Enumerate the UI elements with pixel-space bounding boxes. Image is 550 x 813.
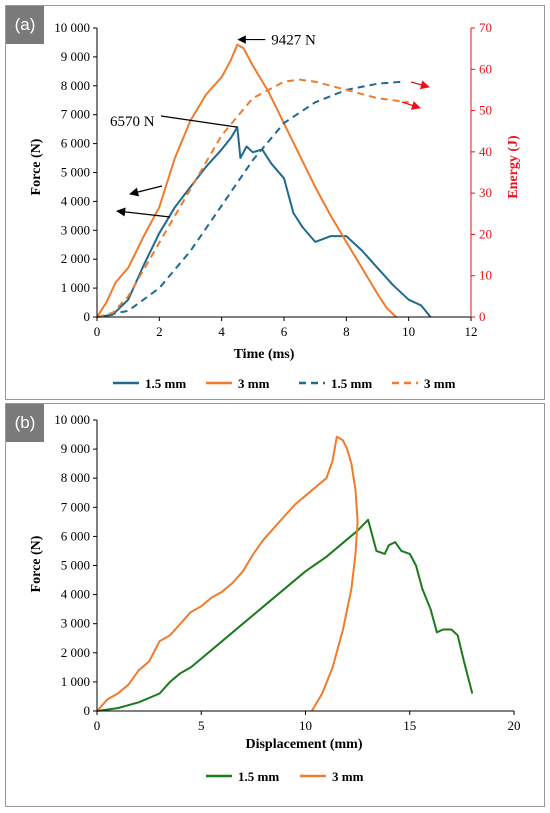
y-tick-label: 4 000	[61, 193, 90, 208]
legend-entry: 1.5 mm	[145, 376, 186, 391]
y-tick-label: 9 000	[61, 441, 90, 456]
x-tick-label: 5	[198, 718, 205, 733]
y-tick-label: 5 000	[61, 558, 90, 573]
y-tick-label: 2 000	[61, 645, 90, 660]
y-tick-label: 3 000	[61, 616, 90, 631]
y-axis-label: Force (N)	[29, 138, 44, 195]
y2-tick-label: 40	[479, 144, 492, 159]
panel-label-b: (b)	[6, 404, 44, 442]
x-tick-label: 12	[465, 324, 478, 339]
y2-tick-label: 10	[479, 268, 492, 283]
y-tick-label: 10 000	[54, 412, 90, 427]
y2-axis-label: Energy (J)	[506, 135, 521, 199]
y-tick-label: 9 000	[61, 49, 90, 64]
y2-tick-label: 70	[479, 20, 492, 35]
y-tick-label: 1 000	[61, 674, 90, 689]
y-tick-label: 0	[84, 309, 91, 324]
series-line-energy-dashed-3	[96, 78, 409, 318]
y2-tick-label: 50	[479, 103, 492, 118]
y-tick-label: 0	[84, 703, 91, 718]
series-line-force-solid-1	[96, 43, 397, 318]
axis-indicator-arrow-left-2	[116, 207, 171, 218]
series-line-force-solid-0	[96, 518, 474, 712]
x-tick-label: 10	[402, 324, 415, 339]
y-tick-label: 7 000	[61, 107, 90, 122]
y-tick-label: 8 000	[61, 470, 90, 485]
chart-panel-a: 0 2 4 6 8 10 12 0 1 000 2 000 3 000 4 000 5 000 6 000…	[5, 5, 545, 400]
annotation-peak-3mm: 9427 N	[271, 33, 316, 49]
y-tick-label: 3 000	[61, 222, 90, 237]
x-axis-label: Displacement (mm)	[245, 737, 362, 752]
x-tick-label: 10	[299, 718, 312, 733]
x-tick-label: 0	[94, 324, 101, 339]
x-tick-label: 0	[94, 718, 101, 733]
x-tick-label: 20	[508, 718, 521, 733]
legend-entry: 3 mm	[238, 376, 270, 391]
series-line-force-solid-1	[96, 435, 359, 712]
y2-tick-label: 20	[479, 226, 492, 241]
axis-indicator-arrow-right-1	[410, 80, 430, 90]
y-tick-label: 5 000	[61, 165, 90, 180]
legend-entry: 1.5 mm	[331, 376, 372, 391]
panel-label-a: (a)	[6, 6, 44, 44]
y-tick-label: 4 000	[61, 587, 90, 602]
x-tick-label: 4	[218, 324, 225, 339]
legend-entry: 1.5 mm	[238, 769, 279, 784]
annotation-peak-1-5mm: 6570 N	[110, 114, 155, 130]
annotation-leader-peak-1-5mm	[160, 115, 238, 128]
y-axis-label: Force (N)	[29, 535, 44, 592]
series-line-force-solid-0	[96, 126, 432, 318]
x-tick-label: 2	[156, 324, 163, 339]
y-tick-label: 6 000	[61, 136, 90, 151]
legend-entry: 3 mm	[332, 769, 364, 784]
y-tick-label: 6 000	[61, 528, 90, 543]
y2-tick-label: 60	[479, 61, 492, 76]
x-axis-label: Time (ms)	[234, 347, 295, 362]
legend-entry: 3 mm	[424, 376, 456, 391]
chart-b-svg: 0 5 10 15 20 0 1 000 2 000 3 000 4 000 5 000 6 000 7…	[29, 412, 521, 784]
y2-tick-label: 0	[479, 309, 486, 324]
x-tick-label: 6	[281, 324, 288, 339]
y-tick-label: 2 000	[61, 251, 90, 266]
axis-indicator-arrow-right-2	[401, 101, 421, 110]
y-tick-label: 7 000	[61, 499, 90, 514]
x-tick-label: 8	[343, 324, 350, 339]
y-tick-label: 10 000	[54, 20, 90, 35]
axis-indicator-arrow-left-1	[129, 185, 163, 197]
x-tick-label: 15	[403, 718, 416, 733]
series-line-energy-dashed-2	[96, 80, 403, 318]
chart-panel-b: 0 5 10 15 20 0 1 000 2 000 3 000 4 000 5 000 6 000 7…	[5, 403, 545, 807]
y-tick-label: 8 000	[61, 78, 90, 93]
y-tick-label: 1 000	[61, 280, 90, 295]
y2-tick-label: 30	[479, 185, 492, 200]
